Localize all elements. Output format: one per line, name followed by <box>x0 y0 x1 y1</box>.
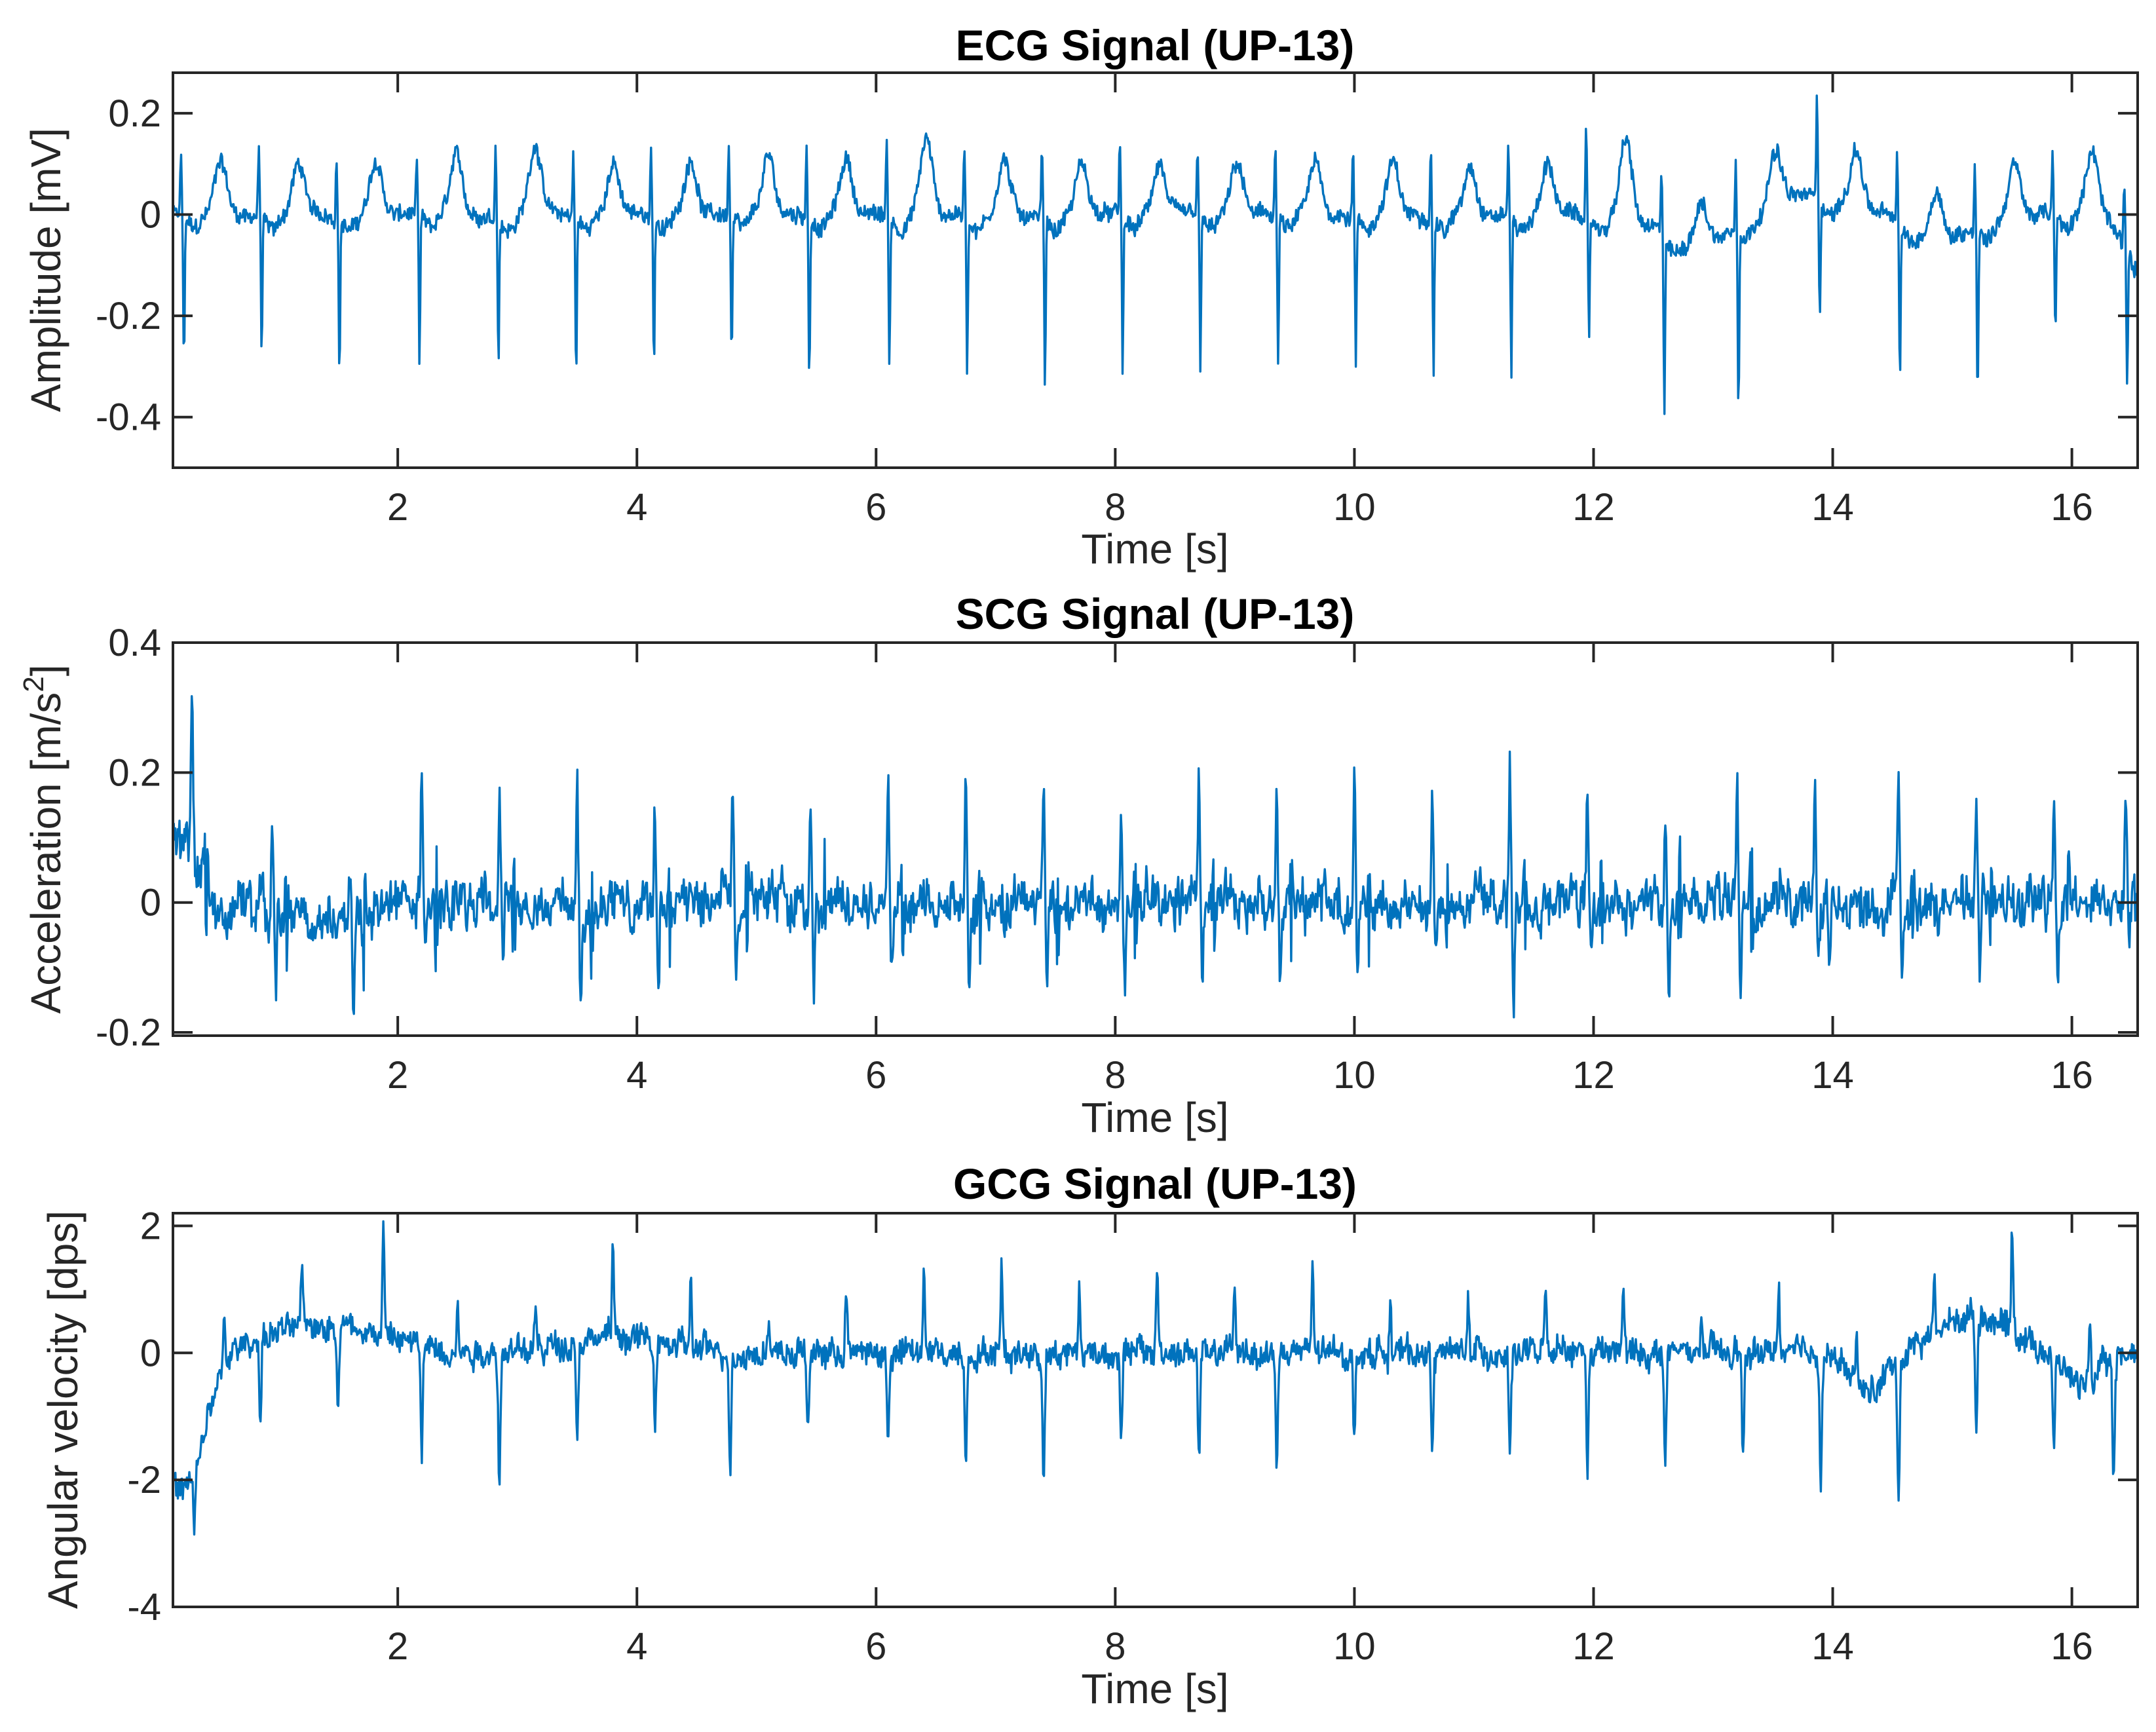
gcg-axes-box <box>172 1212 2139 1608</box>
gcg-ticks: 2 4 6 8 10 12 14 16 2 0 -2 -4 <box>127 1205 2138 1668</box>
x-tick-label: 12 <box>1572 1054 1615 1097</box>
scg-ticks: 2 4 6 8 10 12 14 16 0.4 0.2 0 -0.2 <box>96 622 2138 1097</box>
signal-line <box>172 94 2139 415</box>
ecg-title: ECG Signal (UP-13) <box>956 21 1355 69</box>
y-tick-label: 0.2 <box>108 92 161 135</box>
x-tick-label: 12 <box>1572 486 1615 529</box>
scg-ylabel-main: Acceleration [m/s <box>22 692 69 1014</box>
x-tick-label: 2 <box>387 1054 408 1097</box>
scg-title: SCG Signal (UP-13) <box>956 590 1355 638</box>
signal-line <box>172 1220 2139 1536</box>
gcg-panel: GCG Signal (UP-13) 2 4 6 8 10 12 14 16 2 0 -2 -4 Ti… <box>39 1159 2139 1712</box>
ecg-ticks: 2 4 6 8 10 12 14 16 0.2 0 -0.2 -0.4 <box>96 73 2138 529</box>
scg-ylabel: Acceleration [m/s2] <box>18 664 69 1013</box>
scg-ylabel-sup: 2 <box>18 676 50 692</box>
y-tick-label: -0.2 <box>96 295 161 337</box>
x-tick-label: 16 <box>2051 1054 2093 1097</box>
scg-ylabel-end: ] <box>22 664 69 676</box>
x-tick-label: 12 <box>1572 1625 1615 1668</box>
scg-axes-box <box>172 641 2139 1037</box>
x-tick-label: 2 <box>387 486 408 529</box>
x-tick-label: 4 <box>626 1054 647 1097</box>
ecg-panel: ECG Signal (UP-13) 2 4 6 8 10 12 14 16 0.2 0 -0.2 -… <box>22 21 2139 573</box>
x-tick-label: 2 <box>387 1625 408 1668</box>
x-tick-label: 10 <box>1333 1054 1376 1097</box>
x-tick-label: 8 <box>1105 486 1125 529</box>
scg-panel: SCG Signal (UP-13) 2 4 6 8 10 12 14 16 0.4 0.2 0 -0… <box>18 590 2139 1141</box>
ecg-ylabel: Amplitude [mV] <box>22 128 69 412</box>
gcg-trace <box>172 1220 2139 1536</box>
y-tick-label: 0.2 <box>108 751 161 794</box>
ecg-trace <box>172 94 2139 415</box>
scg-xlabel: Time [s] <box>1081 1094 1228 1141</box>
gcg-title: GCG Signal (UP-13) <box>953 1159 1357 1208</box>
scg-trace <box>172 695 2139 1019</box>
x-tick-label: 6 <box>865 1054 886 1097</box>
x-tick-label: 14 <box>1811 486 1854 529</box>
y-tick-label: -0.2 <box>96 1011 161 1054</box>
x-tick-label: 4 <box>626 1625 647 1668</box>
x-tick-label: 8 <box>1105 1625 1125 1668</box>
ecg-xlabel: Time [s] <box>1081 525 1228 573</box>
gcg-xlabel: Time [s] <box>1081 1665 1228 1712</box>
x-tick-label: 8 <box>1105 1054 1125 1097</box>
x-tick-label: 4 <box>626 486 647 529</box>
y-tick-label: 0 <box>140 193 161 236</box>
y-tick-label: 0 <box>140 882 161 924</box>
gcg-ylabel: Angular velocity [dps] <box>39 1211 86 1609</box>
x-tick-label: 10 <box>1333 1625 1376 1668</box>
x-tick-label: 6 <box>865 1625 886 1668</box>
x-tick-label: 14 <box>1811 1625 1854 1668</box>
y-tick-label: 0 <box>140 1332 161 1374</box>
y-tick-label: -0.4 <box>96 396 161 439</box>
x-tick-label: 16 <box>2051 1625 2093 1668</box>
x-tick-label: 6 <box>865 486 886 529</box>
y-tick-label: -2 <box>127 1459 161 1501</box>
x-tick-label: 10 <box>1333 486 1376 529</box>
signal-line <box>172 695 2139 1019</box>
x-tick-label: 14 <box>1811 1054 1854 1097</box>
y-tick-label: 0.4 <box>108 622 161 664</box>
x-tick-label: 16 <box>2051 486 2093 529</box>
y-tick-label: -4 <box>127 1586 161 1628</box>
y-tick-label: 2 <box>140 1205 161 1247</box>
ecg-axes-box <box>172 71 2139 469</box>
